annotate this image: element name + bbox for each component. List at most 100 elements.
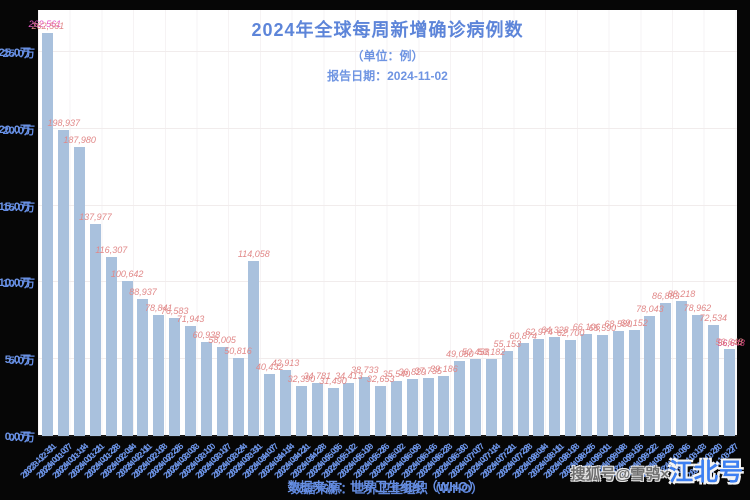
bar-value-label: 50,182 <box>477 346 506 357</box>
bar-value-label: 60,938 <box>192 330 221 341</box>
bar-value-label: 62,700 <box>556 327 585 338</box>
plot-area: 2024年全球每周新增确诊病例数 （单位：例） 报告日期：2024-11-02 … <box>32 10 743 437</box>
bar-value-label: 58,005 <box>208 334 236 345</box>
bar <box>501 351 513 436</box>
bar <box>58 130 70 436</box>
bar-value-label: 56,648 <box>715 337 743 347</box>
bar <box>691 314 703 436</box>
bar-value-label: 55,153 <box>493 339 522 350</box>
gridline <box>38 51 737 52</box>
bar-value-label: 78,841 <box>145 302 173 313</box>
bar <box>485 358 497 436</box>
bar <box>295 386 307 436</box>
y-tick-label: 20.0万 <box>2 124 35 137</box>
bar <box>406 379 418 436</box>
bar-value-label: 42,913 <box>271 358 300 369</box>
bar-value-label: 78,962 <box>683 302 712 313</box>
bar <box>612 330 624 436</box>
bar <box>596 335 608 436</box>
y-tick-label: 25.0万 <box>2 48 35 60</box>
bar-value-label: 88,218 <box>667 288 696 299</box>
bar-value-label: 34,781 <box>303 370 331 381</box>
bar <box>390 381 402 436</box>
source-note: 数据来源：世界卫生组织（WHO） <box>290 482 484 496</box>
bar <box>137 299 149 436</box>
gridline <box>38 358 737 360</box>
bar-value-label: 35,540 <box>382 369 411 380</box>
bar-value-label: 49,050 <box>446 348 474 359</box>
bar <box>169 318 181 436</box>
bar-value-label: 69,152 <box>620 317 648 328</box>
bar <box>644 316 656 436</box>
bar <box>280 370 292 436</box>
bar <box>153 314 165 436</box>
bar <box>200 342 212 436</box>
bar-value-label: 34,413 <box>335 371 363 382</box>
bar <box>565 339 577 436</box>
bar-value-label: 198,937 <box>47 118 81 129</box>
chart-subtitle: （单位：例） <box>351 49 424 63</box>
x-axis-line <box>38 435 737 437</box>
bar <box>723 349 735 436</box>
bar <box>628 329 640 436</box>
bar-value-label: 66,106 <box>572 322 601 333</box>
bar <box>74 147 86 436</box>
gridline <box>38 281 737 283</box>
bar <box>549 337 561 436</box>
bar <box>327 387 339 436</box>
bar-value-label: 37,735 <box>414 366 442 377</box>
bar <box>533 339 545 436</box>
gridline <box>38 127 737 129</box>
bar-value-label: 65,590 <box>588 323 617 334</box>
bar-value-label: 39,186 <box>430 363 458 374</box>
bar <box>264 373 276 436</box>
bar <box>375 385 387 436</box>
bar-value-label: 50,458 <box>461 346 490 357</box>
bar-value-label: 88,937 <box>129 287 157 298</box>
bar-value-label: 62,974 <box>525 327 553 338</box>
bar-value-label: 71,943 <box>176 313 205 324</box>
bar-value-label: 72,534 <box>699 312 727 323</box>
y-tick-label: 15.0万 <box>2 201 35 214</box>
bar-value-label: 50,816 <box>224 345 252 356</box>
bar-value-label: 86,883 <box>651 290 680 301</box>
bar <box>343 383 355 436</box>
bar-value-label: 137,977 <box>79 212 112 223</box>
bar <box>121 281 133 436</box>
bar <box>660 302 672 436</box>
bar <box>248 260 260 436</box>
bar <box>517 342 529 436</box>
y-tick-label: 0.0万 <box>8 432 35 444</box>
bar <box>42 32 54 436</box>
y-tick-label: 10.0万 <box>2 278 35 291</box>
y-tick-label: 5.0万 <box>8 355 35 368</box>
chart-title: 2024年全球每周新增确诊病例数 <box>251 20 524 40</box>
bar <box>438 375 450 436</box>
bar <box>422 378 434 436</box>
bar <box>105 257 117 436</box>
bar <box>707 324 719 436</box>
bar-value-label: 78,043 <box>636 304 664 315</box>
bar <box>311 382 323 436</box>
bar <box>581 334 592 436</box>
bar-value-label: 64,328 <box>541 325 569 336</box>
bar <box>184 325 196 436</box>
bar <box>216 346 228 436</box>
bar <box>470 358 482 436</box>
watermark-brand: 江北号 <box>669 459 744 486</box>
bar <box>454 360 466 436</box>
bar-value-label: 32,390 <box>287 374 316 385</box>
bar-value-label: 114,058 <box>237 248 270 259</box>
bar <box>676 300 688 436</box>
bar-value-label: 76,583 <box>160 306 189 317</box>
bar-value-label: 36,829 <box>398 367 427 378</box>
bar-value-label: 60,874 <box>509 330 537 341</box>
bar-value-label: 116,307 <box>95 245 128 256</box>
bar <box>89 224 101 436</box>
bar-value-label: 262,561 <box>31 20 65 31</box>
bar <box>359 376 371 436</box>
bar <box>232 357 244 436</box>
title-block: 2024年全球每周新增确诊病例数 （单位：例） 报告日期：2024-11-02 <box>38 17 737 85</box>
watermark-prefix: 搜狐号@雪鸮× <box>570 466 669 483</box>
